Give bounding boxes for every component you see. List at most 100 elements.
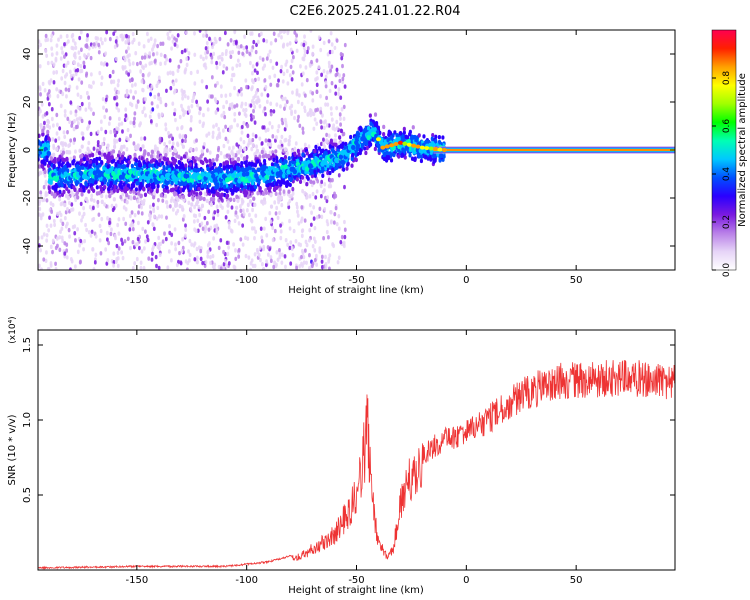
spectrogram-cell (183, 68, 187, 74)
spectrogram-cell (129, 89, 133, 94)
spectrogram-cell (72, 126, 76, 132)
spectrogram-cell (202, 33, 205, 38)
spectrogram-cell (83, 238, 87, 244)
spectrogram-cell (204, 30, 208, 35)
spectrogram-cell (54, 58, 58, 63)
spectrogram-cell (332, 162, 336, 168)
spectrogram-cell (120, 237, 123, 243)
spectrogram-cell (416, 152, 421, 158)
spectrogram-cell (59, 34, 63, 39)
spectrogram-cell (164, 152, 168, 158)
spectrogram-cell (137, 210, 140, 215)
spectrogram-cell (264, 128, 268, 133)
spectrogram-cell (183, 48, 187, 53)
spectrogram-cell (74, 45, 78, 51)
spectrogram-cell (317, 64, 321, 70)
spectrogram-cell (132, 141, 136, 146)
spectrogram-cell (220, 113, 224, 118)
spectrogram-cell (217, 166, 221, 171)
spectrogram-cell (267, 165, 271, 171)
spectrogram-cell (256, 250, 260, 255)
spectrogram-cell (150, 154, 154, 159)
spectrogram-cell (218, 195, 222, 200)
spectrogram-cell (175, 262, 179, 268)
spectrogram-cell (169, 258, 173, 263)
spectrogram-cell (82, 205, 86, 211)
spectrogram-cell (201, 123, 205, 129)
spectrogram-cell (265, 233, 269, 238)
spectrogram-cell (264, 216, 268, 222)
spectrogram-cell (127, 46, 130, 51)
spectrogram-cell (96, 199, 100, 205)
spectrogram-cell (149, 159, 153, 164)
spectrogram-cell (259, 257, 262, 263)
spectrogram-cell (233, 218, 237, 224)
spectrogram-cell (293, 151, 297, 156)
spectrogram-cell (228, 102, 232, 108)
spectrogram-cell (190, 242, 194, 247)
spectrogram-cell (60, 226, 64, 231)
spectrogram-cell (60, 192, 65, 197)
spectrogram-cell (173, 191, 178, 196)
spectrogram-cell (231, 190, 235, 195)
spectrogram-cell (305, 77, 309, 83)
spectrogram-cell (310, 263, 314, 269)
spectrogram-cell (210, 75, 214, 80)
spectrogram-cell (82, 156, 86, 162)
spectrogram-cell (58, 189, 62, 195)
spectrogram-cell (341, 164, 345, 169)
spectrogram-cell (111, 69, 115, 75)
spectrogram-cell (278, 158, 283, 164)
spectrogram-cell (329, 31, 333, 36)
spectrogram-cell (69, 138, 73, 143)
spectrogram-cell (40, 267, 43, 270)
spectrogram-cell (237, 50, 241, 56)
spectrogram-cell (133, 152, 137, 158)
spectrogram-cell (278, 197, 282, 202)
spectrogram-cell (137, 41, 141, 46)
spectrogram-cell (389, 158, 394, 163)
spectrogram-cell (51, 137, 55, 142)
spectrogram-cell (236, 92, 240, 97)
spectrogram-cell (382, 156, 386, 162)
spectrogram-cell (253, 236, 256, 241)
spectrogram-cell (174, 164, 179, 169)
spectrogram-cell (333, 211, 337, 217)
spectrogram-cell (275, 102, 279, 107)
spectrogram-cell (225, 240, 229, 246)
spectrogram-cell (87, 52, 90, 58)
spectrogram-cell (146, 220, 150, 225)
spectrogram-cell (296, 99, 300, 105)
spectrogram-cell (72, 185, 76, 190)
spectrogram-cell (200, 221, 204, 226)
spectrogram-cell (266, 93, 270, 98)
spectrogram-cell (188, 162, 193, 167)
spectrogram-cell (241, 199, 245, 204)
spectrogram-cell (309, 179, 313, 184)
spectrogram-cell (184, 227, 188, 233)
spectrogram-cell (205, 198, 209, 204)
spectrogram-cell (332, 123, 336, 128)
spectrogram-cell (49, 180, 53, 185)
spectrogram-cell (238, 171, 244, 177)
spectrogram-cell (233, 85, 236, 91)
spectrogram-cell (44, 136, 48, 142)
spectrogram-cell (51, 185, 55, 190)
spectrogram-cell (292, 156, 296, 162)
spectrogram-cell (222, 184, 227, 190)
spectrogram-cell (355, 130, 360, 136)
spectrogram-cell (65, 248, 69, 253)
spectrogram-cell (323, 160, 328, 166)
spectrogram-cell (196, 218, 200, 223)
spectrogram-cell (237, 221, 241, 226)
spectrogram-cell (103, 202, 107, 207)
spectrogram-cell (83, 174, 88, 180)
spectrogram-cell (282, 30, 286, 35)
spectrogram-cell (159, 61, 162, 67)
spectrogram-cell (252, 108, 255, 114)
spectrogram-cell (253, 202, 257, 208)
spectrogram-cell (173, 107, 177, 113)
spectrogram-cell (166, 35, 170, 41)
spectrogram-cell (224, 51, 228, 57)
